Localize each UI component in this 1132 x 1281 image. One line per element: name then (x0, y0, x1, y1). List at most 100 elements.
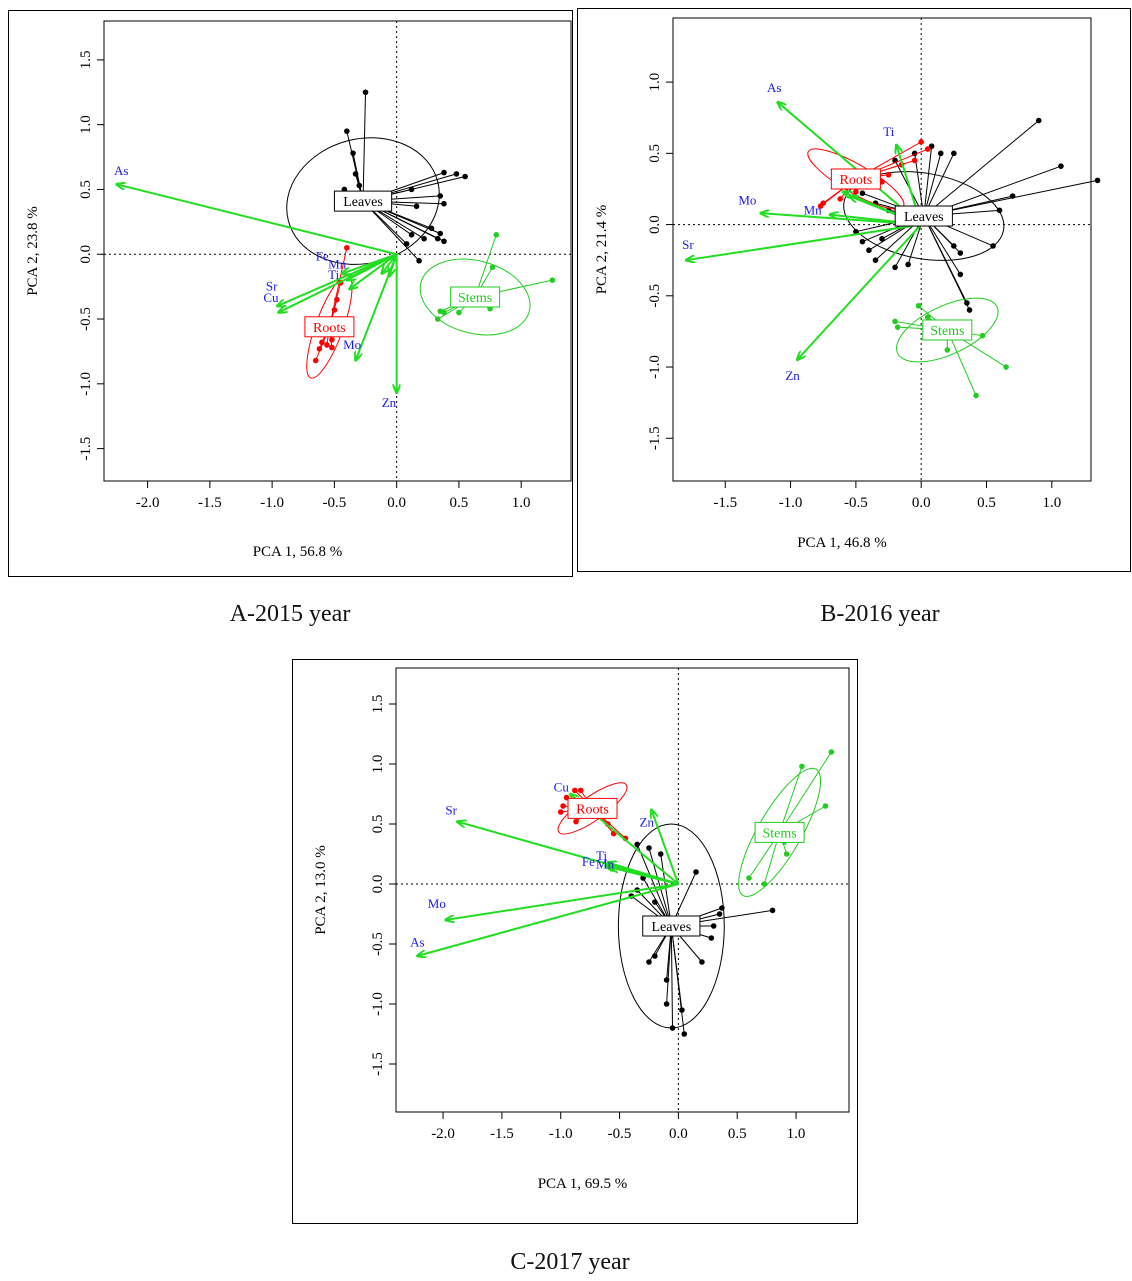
group-spoke (946, 329, 977, 396)
group-label: Roots (313, 321, 346, 336)
y-tick-label: 0.0 (370, 875, 386, 894)
x-tick-label: -1.5 (198, 495, 222, 511)
data-point (783, 851, 790, 857)
caption-a: A-2015 year (229, 601, 351, 627)
data-point (334, 296, 340, 303)
y-tick-label: -0.5 (647, 284, 663, 308)
data-point (453, 171, 460, 177)
data-point (312, 357, 319, 364)
data-point (951, 243, 957, 249)
x-tick-label: 0.5 (728, 1126, 747, 1142)
loading-arrow (277, 253, 398, 306)
data-point (573, 818, 579, 825)
data-point (350, 150, 356, 156)
data-point (699, 959, 705, 965)
data-point (859, 238, 866, 245)
data-point (362, 89, 369, 96)
data-point (1009, 193, 1016, 199)
data-point (799, 763, 805, 770)
data-point (657, 851, 664, 857)
data-point (324, 342, 330, 348)
loading-arrow (389, 253, 398, 276)
data-point (344, 128, 350, 134)
loading-label: Ti (596, 848, 607, 863)
data-point (434, 316, 441, 322)
group-spoke (923, 215, 970, 311)
loading-label: Mn (804, 203, 823, 218)
data-point (853, 228, 859, 235)
y-tick-label: -0.5 (78, 307, 94, 331)
data-point (356, 182, 363, 189)
x-tick-label: 1.0 (787, 1126, 806, 1142)
y-tick-label: -1.5 (647, 426, 663, 450)
y-tick-label: 0.5 (370, 815, 386, 834)
loading-arrow (778, 102, 922, 226)
group-ellipse-leaves (843, 171, 1005, 261)
group-label: Roots (576, 802, 609, 817)
data-point (693, 869, 699, 875)
data-point (428, 225, 435, 232)
loading-arrow (417, 883, 679, 956)
x-axis-title: PCA 1, 69.5 % (538, 1176, 628, 1192)
plot-frame (395, 667, 850, 1113)
data-point (646, 845, 652, 851)
x-tick-label: -1.5 (490, 1126, 514, 1142)
loading-arrow (445, 883, 679, 920)
data-point (853, 189, 859, 195)
data-point (437, 193, 444, 199)
data-point (557, 809, 564, 815)
data-point (416, 257, 422, 264)
data-point (434, 235, 441, 242)
loading-label: Ti (328, 267, 339, 282)
data-point (769, 907, 776, 914)
data-point (577, 787, 584, 794)
data-point (928, 143, 935, 150)
y-tick-label: -0.5 (370, 932, 386, 956)
data-point (905, 261, 911, 268)
loading-label: Sr (682, 237, 694, 252)
data-point (915, 302, 922, 309)
data-point (719, 905, 725, 911)
loading-arrow (610, 867, 679, 885)
group-label-box (894, 205, 953, 227)
group-label: Leaves (652, 920, 692, 935)
loading-label: Mn (328, 256, 347, 271)
y-tick-label: 1.0 (647, 73, 663, 92)
data-point (652, 953, 658, 959)
data-point (964, 300, 970, 306)
y-tick-label: -1.0 (370, 992, 386, 1016)
data-point (924, 314, 931, 320)
data-point (1094, 177, 1101, 184)
panel-c: -2.0 -1.5 -1.0 -0.5 0.0 0.5 1.0 -1.5 -1.0 -0.5 0.0… (292, 659, 858, 1224)
y-tick-label: 1.0 (370, 755, 386, 774)
loading-arrow (116, 184, 397, 256)
group-spoke (362, 92, 367, 202)
x-tick-label: -1.0 (260, 495, 284, 511)
data-point (1035, 117, 1042, 124)
loading-label: Zn (785, 368, 800, 383)
data-point (679, 1007, 685, 1013)
data-point (996, 207, 1003, 214)
biplot-svg-c: -2.0 -1.5 -1.0 -0.5 0.0 0.5 1.0 -1.5 -1.0 -0.5 0.0… (313, 667, 850, 1192)
biplot-svg-b: -1.5 -1.0 -0.5 0.0 0.5 1.0 -1.5 -1.0 -0.5 0.0 0.5 1… (594, 17, 1101, 551)
group-spoke (923, 120, 1040, 217)
data-point (894, 324, 901, 330)
data-point (408, 186, 415, 193)
data-point (937, 150, 944, 157)
data-point (957, 271, 964, 278)
data-point (957, 250, 964, 256)
group-spoke (779, 766, 803, 833)
data-point (822, 803, 829, 809)
plot-frame (103, 20, 572, 482)
caption-c: C-2017 year (510, 1249, 630, 1275)
data-point (462, 173, 468, 180)
data-point (403, 241, 410, 247)
loading-label: Sr (445, 802, 457, 817)
data-point (437, 230, 444, 237)
data-point (441, 238, 447, 245)
data-point (837, 196, 843, 202)
data-point (634, 841, 641, 848)
group-label-box (642, 915, 701, 937)
data-point (549, 277, 556, 283)
group-ellipse-stems (419, 258, 531, 336)
